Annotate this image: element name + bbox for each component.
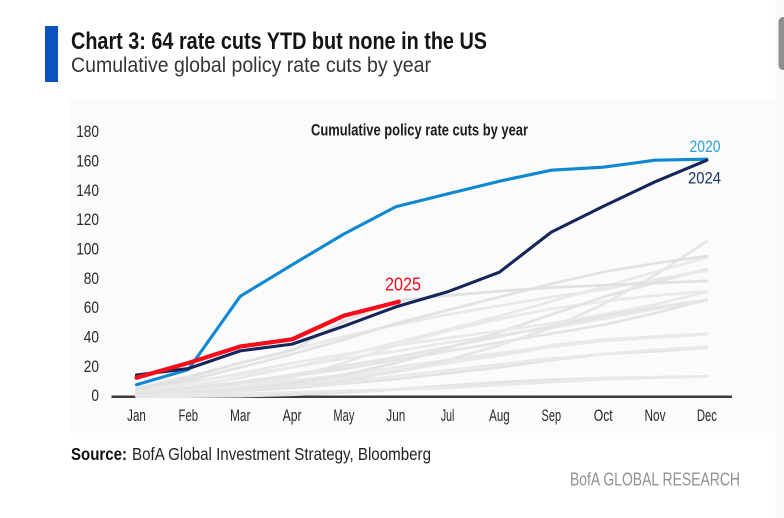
svg-text:100: 100 [76,240,99,259]
svg-text:Jan: Jan [127,406,146,425]
svg-text:140: 140 [76,181,99,200]
svg-text:Sep: Sep [542,406,562,425]
svg-text:Source:BofA Global Investment: Source: BofA Global Investment Strategy, … [71,444,431,464]
svg-text:Dec: Dec [697,406,717,425]
svg-text:180: 180 [76,122,99,141]
svg-text:Jun: Jun [386,406,405,425]
svg-text:60: 60 [84,298,99,317]
svg-text:Feb: Feb [179,406,199,425]
svg-text:Nov: Nov [645,406,666,425]
svg-text:Chart 3: 64 rate cuts YTD but: Chart 3: 64 rate cuts YTD but none in th… [71,28,487,55]
svg-text:160: 160 [76,152,99,171]
svg-text:Oct: Oct [594,406,613,425]
svg-text:2025: 2025 [385,274,421,295]
svg-text:Cumulative policy rate cuts by: Cumulative policy rate cuts by year [311,121,528,140]
svg-text:BofA GLOBAL RESEARCH: BofA GLOBAL RESEARCH [570,470,740,490]
svg-text:20: 20 [84,357,99,376]
svg-text:Cumulative global policy rate: Cumulative global policy rate cuts by ye… [71,53,431,77]
svg-text:0: 0 [91,386,99,405]
svg-text:2024: 2024 [688,170,721,188]
svg-text:Aug: Aug [489,406,510,425]
svg-text:120: 120 [76,210,99,229]
svg-text:Mar: Mar [230,406,251,425]
svg-text:80: 80 [84,269,99,288]
svg-text:Apr: Apr [283,406,302,425]
svg-text:40: 40 [84,328,99,347]
svg-text:2020: 2020 [690,138,721,156]
svg-text:May: May [333,406,354,425]
svg-text:Jul: Jul [441,406,455,425]
